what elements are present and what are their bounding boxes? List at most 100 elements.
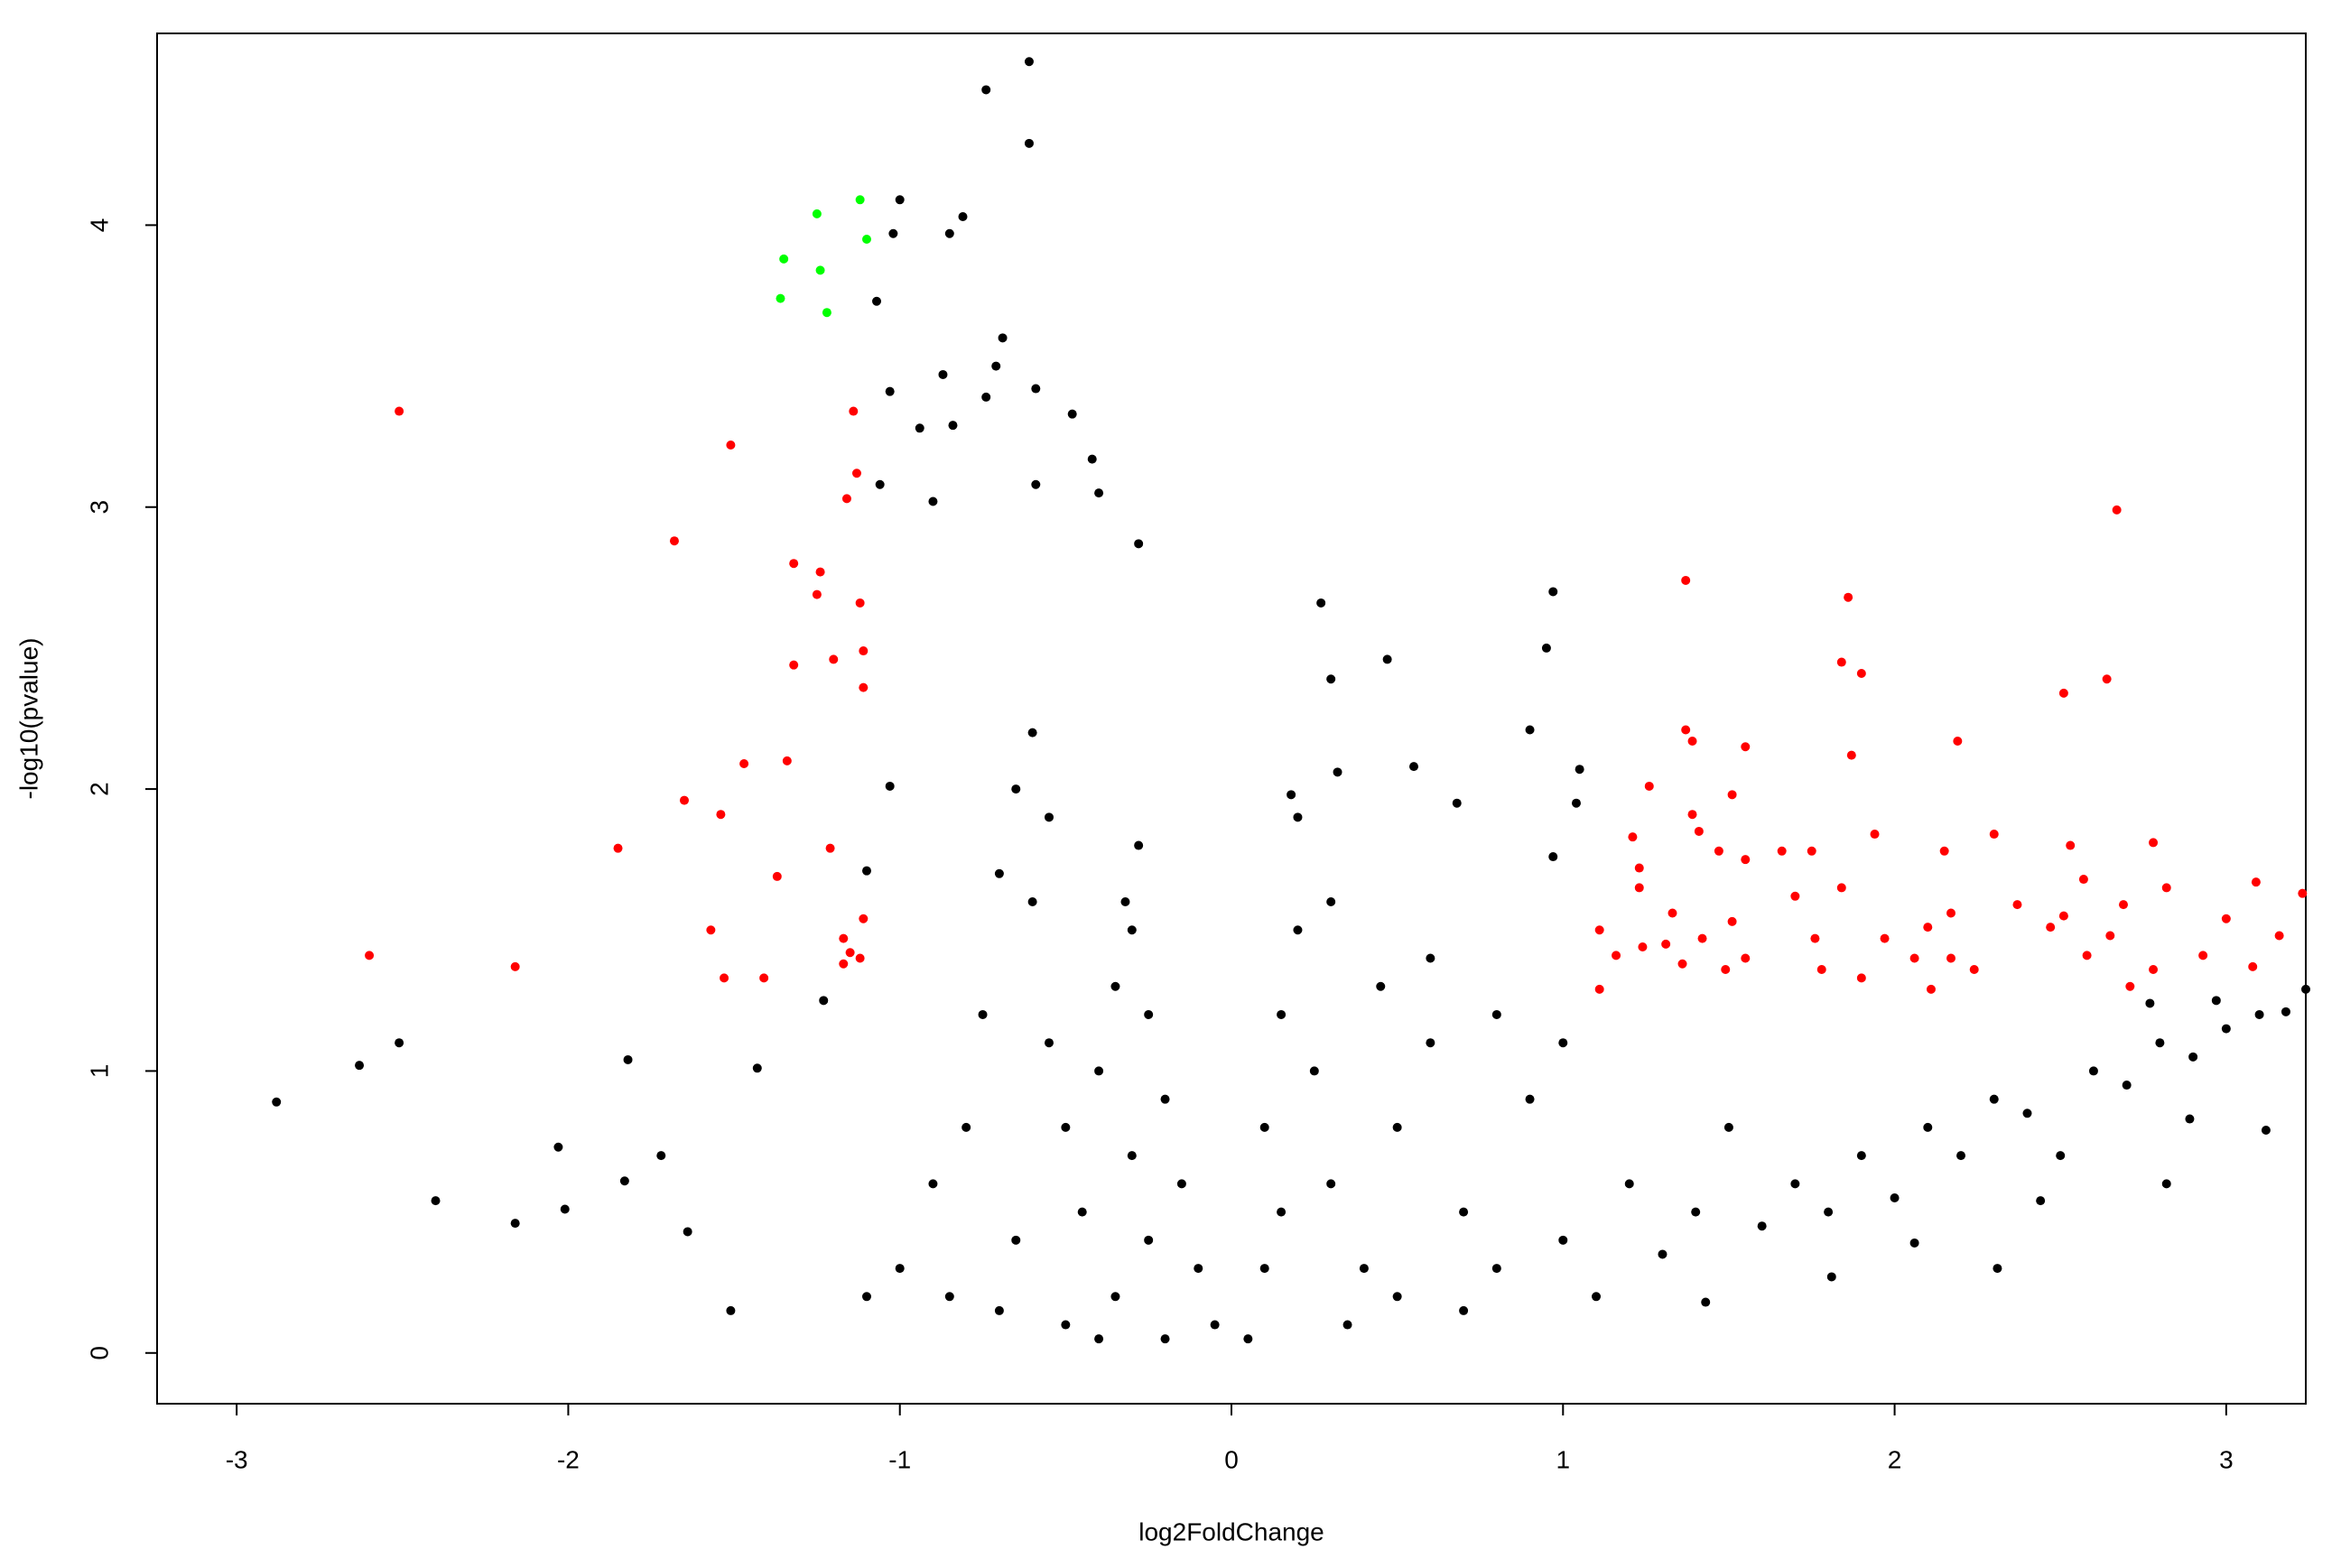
point	[1909, 1238, 1919, 1248]
point	[1634, 863, 1644, 873]
point	[1612, 951, 1621, 960]
point	[2198, 951, 2208, 960]
point	[1309, 1066, 1319, 1076]
point	[752, 1063, 762, 1073]
point	[1816, 964, 1826, 974]
point	[1993, 1264, 2002, 1274]
point	[1077, 1207, 1087, 1217]
point	[1094, 488, 1104, 498]
point	[739, 758, 749, 768]
point	[1594, 925, 1604, 935]
point	[829, 654, 839, 664]
point	[1491, 1264, 1501, 1274]
point	[1969, 964, 1979, 974]
point	[851, 469, 861, 478]
point	[1293, 812, 1303, 822]
point	[510, 1219, 520, 1229]
point	[2036, 1196, 2046, 1206]
point	[1694, 826, 1704, 836]
point	[726, 1305, 736, 1315]
point	[2058, 911, 2068, 921]
point	[2248, 961, 2258, 971]
point	[1677, 959, 1687, 969]
point	[1741, 855, 1751, 865]
point	[1144, 1009, 1154, 1019]
point	[991, 361, 1001, 371]
point	[859, 646, 869, 656]
point	[553, 1142, 563, 1152]
point	[1277, 1009, 1287, 1019]
point	[2118, 900, 2128, 910]
point	[1024, 57, 1034, 67]
point	[1031, 479, 1041, 489]
point	[861, 1292, 871, 1302]
point	[849, 406, 859, 416]
point	[1359, 1264, 1369, 1274]
x-tick-label: -2	[557, 1445, 580, 1473]
point	[1548, 852, 1558, 862]
point	[2221, 914, 2231, 923]
point	[958, 212, 968, 222]
point	[1459, 1207, 1469, 1217]
point	[2046, 923, 2056, 932]
point	[815, 265, 825, 275]
point	[1144, 1235, 1154, 1245]
point	[1790, 1179, 1800, 1189]
point	[1061, 1122, 1071, 1132]
point	[1691, 1207, 1701, 1217]
point	[845, 948, 855, 958]
x-tick-label: -1	[888, 1445, 911, 1473]
point	[1094, 1066, 1104, 1076]
point	[706, 925, 716, 935]
point	[2012, 900, 2022, 910]
point	[2105, 931, 2115, 941]
point	[915, 423, 924, 433]
point	[1890, 1192, 1900, 1202]
point	[855, 195, 865, 205]
y-tick-label: 3	[85, 500, 113, 515]
point	[1939, 846, 1949, 856]
point	[1810, 933, 1820, 943]
point	[1836, 883, 1846, 893]
point	[1856, 1151, 1866, 1161]
point	[1644, 781, 1654, 791]
point	[1880, 933, 1890, 943]
point	[1326, 674, 1336, 684]
point	[2022, 1109, 2032, 1118]
point	[619, 1176, 629, 1186]
point	[1110, 1292, 1120, 1302]
point	[716, 810, 726, 820]
point	[861, 235, 871, 245]
point	[1548, 587, 1558, 597]
point	[1727, 790, 1737, 800]
point	[1592, 1292, 1602, 1302]
point	[1426, 1038, 1435, 1048]
point	[782, 756, 792, 765]
point	[1856, 973, 1866, 983]
point	[1134, 840, 1144, 850]
point	[1110, 981, 1120, 991]
point	[1316, 598, 1326, 608]
point	[1687, 810, 1697, 820]
point	[789, 559, 799, 569]
point	[1909, 953, 1919, 963]
point	[1027, 728, 1037, 738]
point	[1326, 897, 1336, 907]
point	[1382, 654, 1392, 664]
point	[1409, 762, 1419, 772]
point	[1160, 1094, 1170, 1104]
point	[789, 660, 799, 670]
point	[1333, 767, 1342, 777]
point	[776, 293, 785, 303]
point	[1844, 592, 1853, 602]
point	[859, 914, 869, 923]
point	[2102, 674, 2112, 684]
point	[1777, 846, 1787, 856]
point	[2161, 883, 2171, 893]
point	[613, 843, 623, 853]
point	[1061, 1320, 1071, 1330]
point	[2261, 1126, 2271, 1136]
point	[759, 973, 769, 983]
point	[1541, 643, 1551, 653]
